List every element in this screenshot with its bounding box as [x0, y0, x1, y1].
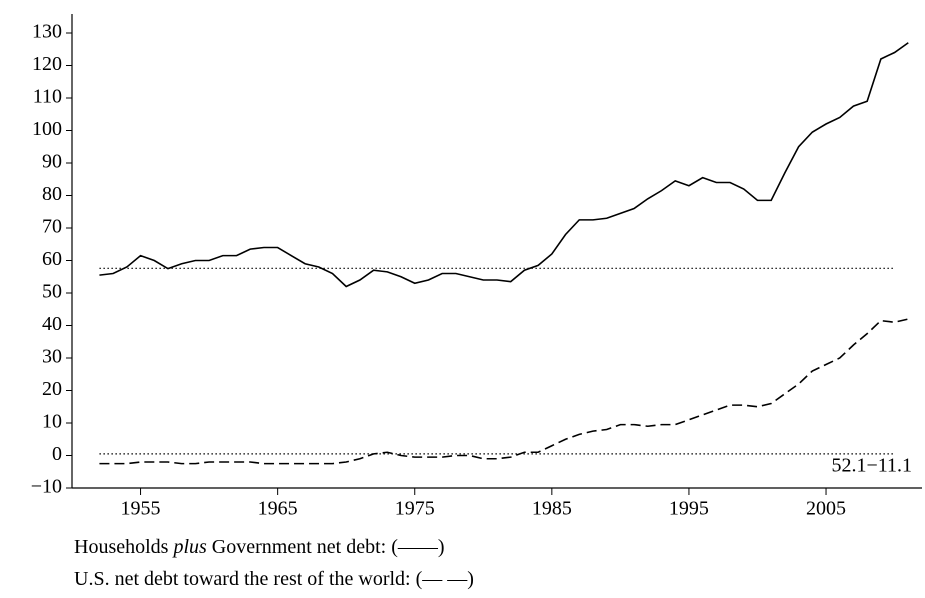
x-tick-label: 1955: [121, 498, 161, 520]
legend-text: Households: [74, 536, 173, 558]
series-line: [99, 318, 909, 465]
y-tick-label: 120: [32, 53, 62, 75]
y-tick-label: 80: [42, 183, 62, 205]
legend-entry: Households plus Government net debt: (——…: [74, 536, 445, 558]
legend-entry: U.S. net debt toward the rest of the wor…: [74, 568, 474, 590]
y-tick-label: 30: [42, 346, 62, 368]
y-tick-label: 90: [42, 151, 62, 173]
x-tick-label: 1975: [395, 498, 435, 520]
y-tick-label: 100: [32, 118, 62, 140]
y-tick-label: 40: [42, 313, 62, 335]
x-tick-label: 1995: [669, 498, 709, 520]
legend-text: Government net debt: (——): [207, 536, 445, 558]
annotation: 52.1−11.1: [831, 455, 912, 477]
legend-text: U.S. net debt toward the rest of the wor…: [74, 568, 474, 590]
y-tick-label: −10: [31, 476, 62, 498]
y-tick-label: 60: [42, 248, 62, 270]
x-tick-label: 2005: [806, 498, 846, 520]
y-tick-label: 70: [42, 216, 62, 238]
x-tick-label: 1965: [258, 498, 298, 520]
y-tick-label: 130: [32, 21, 62, 43]
series-line: [99, 42, 909, 288]
legend-text: plus: [171, 536, 207, 558]
y-tick-label: 110: [33, 86, 62, 108]
y-tick-label: 20: [42, 378, 62, 400]
y-tick-label: 0: [52, 443, 62, 465]
y-tick-label: 10: [42, 411, 62, 433]
x-tick-label: 1985: [532, 498, 572, 520]
y-tick-label: 50: [42, 281, 62, 303]
